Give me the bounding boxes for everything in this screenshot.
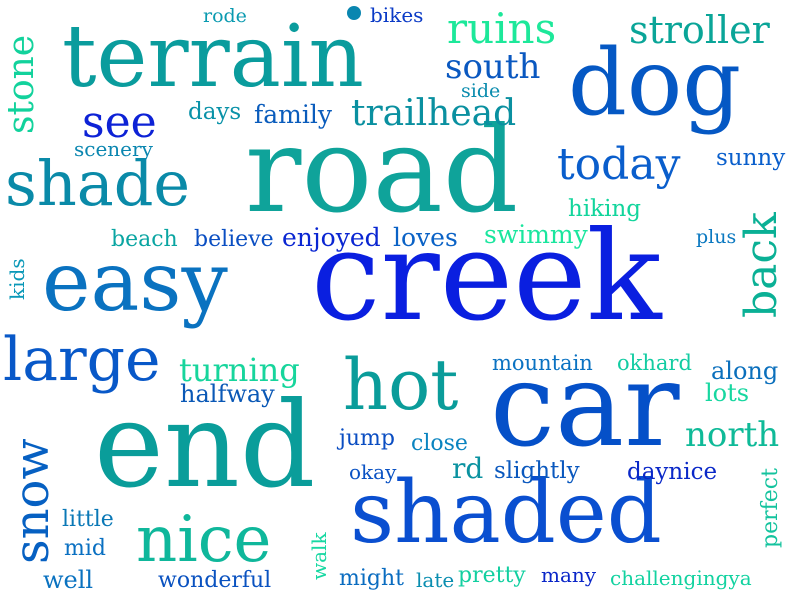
word-enjoyed: enjoyed [282,223,381,252]
word-terrain: terrain [62,7,364,107]
word-halfway: halfway [180,380,275,408]
word-shaded: shaded [350,463,662,563]
word-trailhead: trailhead [351,93,517,134]
word-perfect: perfect [758,468,783,548]
word-jump: jump [339,426,395,451]
word-family: family [254,100,332,129]
word-mid: mid [64,536,106,561]
word-days: days [188,99,242,125]
word-car: car [490,338,680,473]
word-stroller: stroller [629,8,770,52]
word-hiking: hiking [568,196,641,222]
word-challengingya: challengingya [610,566,752,590]
word-loves: loves [393,223,458,252]
word-south: south [445,47,541,87]
word-kids: kids [5,258,29,300]
word-swimmy: swimmy [484,220,588,249]
word-ruins: ruins [447,4,557,53]
word-rd: rd [452,452,484,485]
word-believe: believe [194,227,274,252]
word-many: many [541,563,597,587]
word-side: side [461,80,501,102]
word-close: close [411,431,468,456]
word-stone: stone [1,34,42,134]
word-daynice: daynice [627,459,718,485]
word-shade: shade [5,147,191,220]
word-okhard: okhard [617,351,692,375]
word-dog: dog [568,29,742,136]
word-sunny: sunny [716,145,786,171]
word-slightly: slightly [494,458,580,484]
word-okay: okay [349,460,397,484]
word-easy: easy [42,235,228,330]
word-walk: walk [307,532,331,580]
word-snow: snow [4,438,60,564]
word-beach: beach [111,227,178,252]
word-bikes: bikes [370,3,424,27]
word-road: road [245,101,519,239]
word-plus: plus [696,226,737,248]
word-turning: turning [179,351,300,389]
word-wonderful: wonderful [158,568,272,593]
word-scenery: scenery [74,137,153,161]
word-well: well [43,566,94,594]
word-today: today [557,139,681,190]
word-see: see [82,97,157,148]
word-along: along [711,357,779,385]
dot-mark [347,6,361,20]
word-back: back [736,212,787,318]
word-north: north [685,415,780,455]
word-mountain: mountain [492,351,593,375]
word-creek: creek [311,205,662,349]
word-nice: nice [136,503,272,577]
word-late: late [416,568,455,592]
word-hot: hot [343,344,459,426]
word-pretty: pretty [458,563,526,588]
word-rode: rode [203,5,247,27]
word-large: large [3,325,161,395]
word-little: little [62,507,114,532]
word-end: end [94,376,316,514]
word-might: might [339,566,404,591]
word-lots: lots [705,379,750,407]
